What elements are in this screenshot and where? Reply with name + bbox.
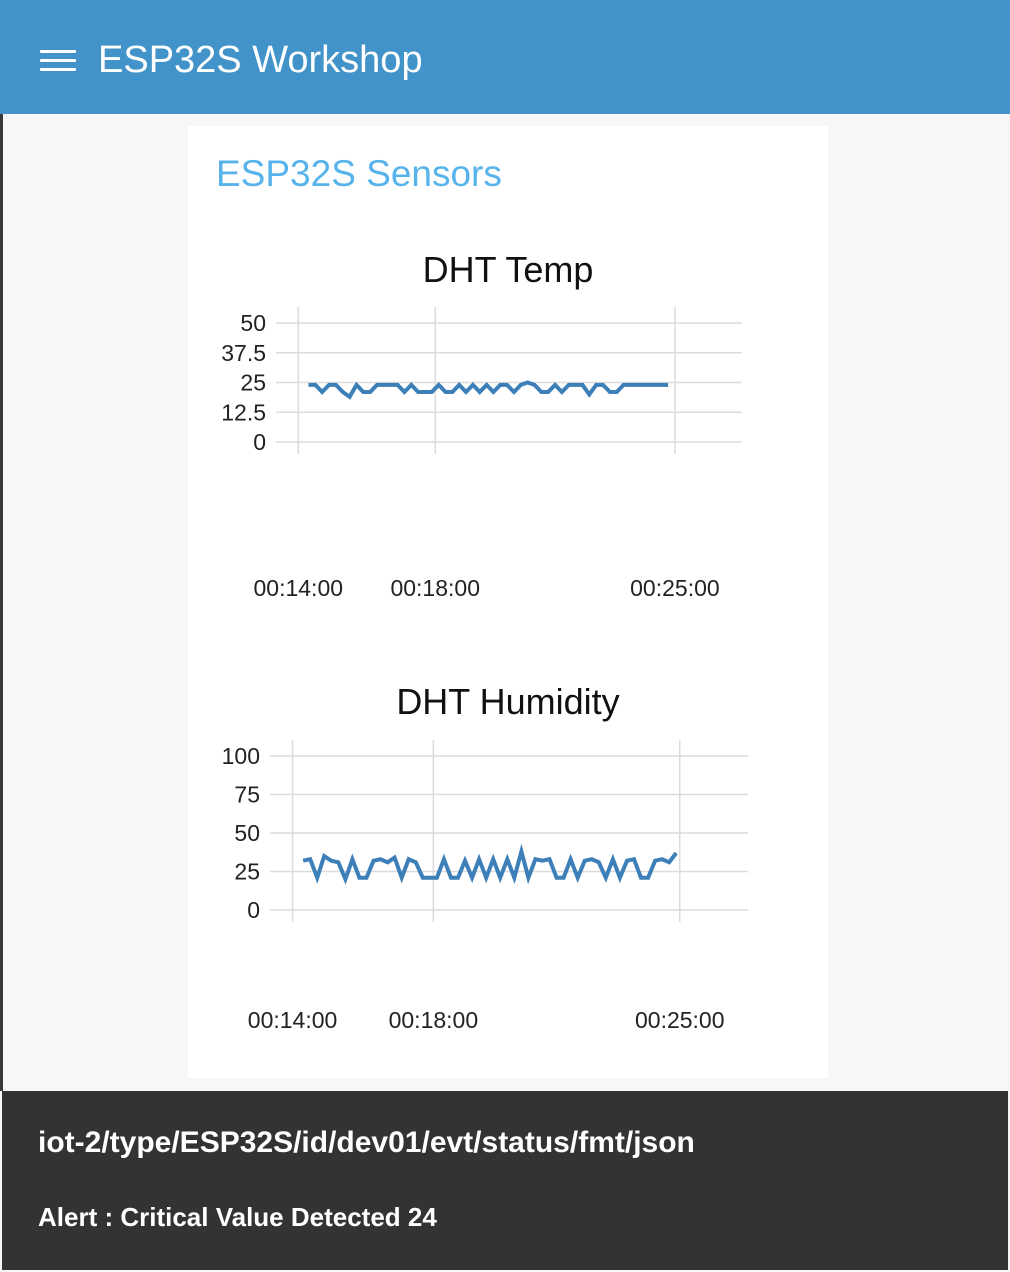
dht-temp-chart: DHT Temp 50 37.5 25 12.5 0 00:14:00 00:18:00 00:… [221,249,742,601]
y-tick-label: 25 [234,859,260,885]
y-tick-label: 75 [234,782,260,808]
y-tick-label: 50 [240,310,266,336]
series-line [302,843,678,885]
hamburger-line [40,68,76,71]
chart-title: DHT Humidity [396,681,619,722]
x-tick-label: 00:14:00 [248,1007,338,1033]
x-tick-label: 00:18:00 [389,1007,479,1033]
app-header: ESP32S Workshop [0,0,1010,114]
sensors-group-card: ESP32S Sensors DHT Temp 50 37.5 25 12.5 0 00:1… [188,126,828,1078]
y-tick-label: 37.5 [221,340,266,366]
group-title: ESP32S Sensors [216,153,502,194]
app-title: ESP32S Workshop [98,39,423,81]
dht-humidity-chart: DHT Humidity 100 75 50 25 0 00:14:00 00:18:00 00… [222,681,748,1033]
y-tick-label: 25 [240,370,266,396]
y-tick-label: 50 [234,820,260,846]
x-tick-label: 00:18:00 [390,575,480,601]
hamburger-icon[interactable] [40,48,76,74]
x-tick-label: 00:25:00 [630,575,720,601]
y-tick-label: 0 [253,429,266,455]
toast-topic: iot-2/type/ESP32S/id/dev01/evt/status/fm… [38,1126,695,1159]
series-line [308,380,669,400]
y-tick-label: 100 [222,743,260,769]
chart-title: DHT Temp [423,249,594,290]
y-tick-label: 12.5 [221,399,266,425]
toast-message: Alert : Critical Value Detected 24 [38,1202,437,1232]
x-tick-label: 00:25:00 [635,1007,725,1033]
left-edge-divider [0,114,3,1091]
hamburger-line [40,59,76,62]
hamburger-line [40,50,76,53]
x-tick-label: 00:14:00 [254,575,344,601]
y-tick-label: 0 [247,897,260,923]
notification-toast[interactable]: iot-2/type/ESP32S/id/dev01/evt/status/fm… [2,1091,1008,1270]
